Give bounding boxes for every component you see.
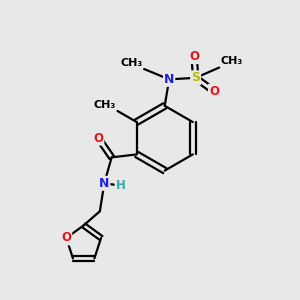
Text: CH₃: CH₃ xyxy=(221,56,243,66)
Text: O: O xyxy=(189,50,199,63)
Text: O: O xyxy=(61,232,71,244)
Text: O: O xyxy=(93,132,103,145)
Text: N: N xyxy=(164,73,174,86)
Text: O: O xyxy=(209,85,219,98)
Text: CH₃: CH₃ xyxy=(120,58,142,68)
Text: CH₃: CH₃ xyxy=(94,100,116,110)
Text: S: S xyxy=(191,71,200,84)
Text: N: N xyxy=(99,177,110,190)
Text: H: H xyxy=(116,179,125,192)
